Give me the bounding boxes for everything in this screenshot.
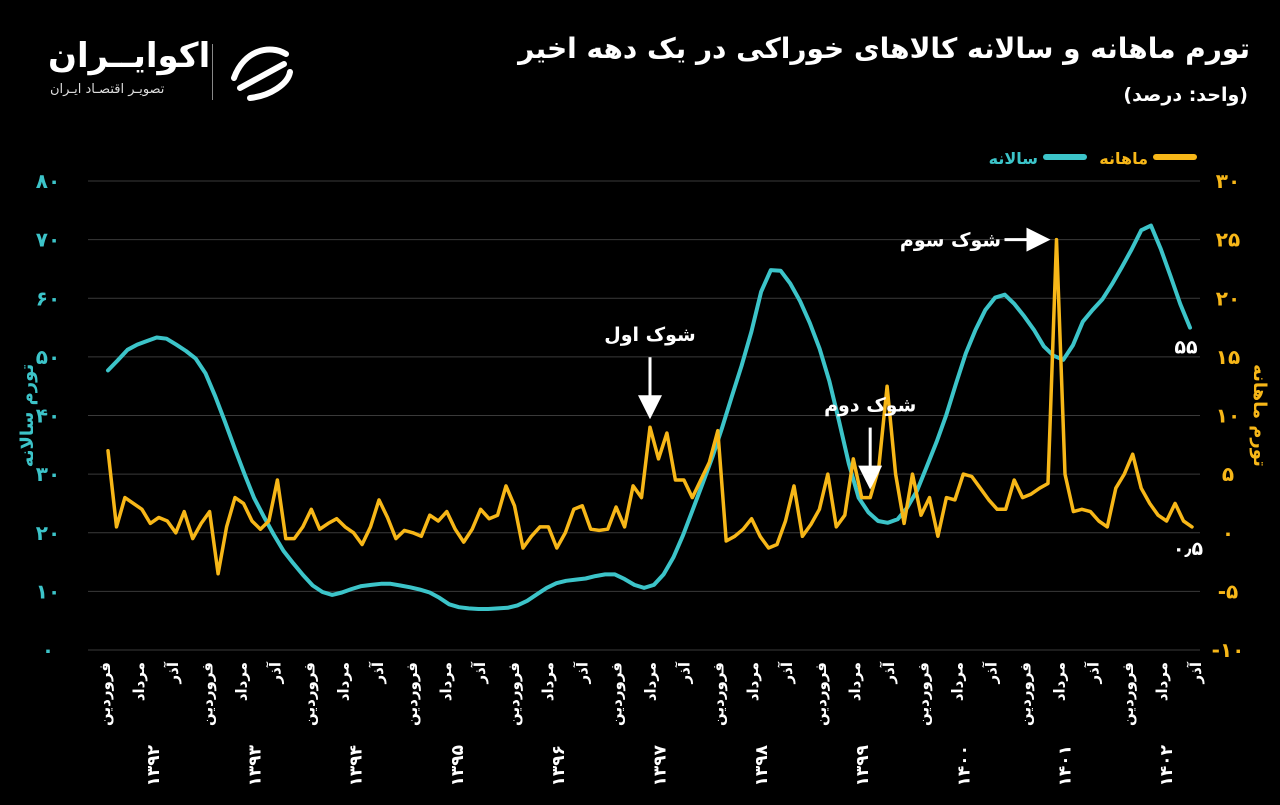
series-layer: ۵۵ ۰٫۵ — [106, 223, 1204, 611]
x-tick-label-month: مرداد — [130, 662, 148, 701]
y-tick-label-left: ۴۰ — [36, 404, 60, 428]
brand-name: اکوایــران — [48, 36, 211, 76]
x-tick-label-month: مرداد — [1051, 662, 1069, 701]
x-axis-labels: فروردین مرداد آذر فروردین مرداد آذر فروردین مرد… — [96, 661, 1205, 786]
y-tick-label-right: ۱۵ — [1216, 345, 1240, 369]
x-tick-label-month: مرداد — [846, 662, 864, 701]
grid-layer — [88, 180, 1200, 651]
y-tick-label-left: ۳۰ — [36, 462, 60, 486]
series-line-monthly — [106, 237, 1194, 576]
x-tick-label-year: ۱۳۹۹ — [853, 744, 873, 786]
legend-swatch-monthly — [1153, 154, 1197, 160]
series-line-annual — [106, 223, 1192, 611]
x-tick-label-month: مرداد — [1153, 662, 1171, 701]
y-tick-label-left: ۰ — [42, 638, 54, 662]
y-tick-label-left: ۷۰ — [36, 228, 60, 252]
x-tick-label-year: ۱۴۰۱ — [1056, 745, 1076, 787]
x-tick-label-year: ۱۳۹۷ — [651, 744, 671, 786]
y-tick-label-right: ۱۰ — [1216, 404, 1240, 428]
x-tick-label-month: فروردین — [1119, 662, 1137, 726]
x-tick-label-month: فروردین — [403, 662, 421, 726]
x-tick-label-year: ۱۳۹۵ — [448, 745, 468, 787]
x-tick-label-month: مرداد — [437, 662, 455, 701]
x-tick-label-year: ۱۳۹۲ — [144, 744, 164, 786]
x-tick-label-month: آذر — [164, 661, 182, 684]
y-tick-label-right: ۵ — [1222, 462, 1234, 486]
chart-unit: (واحد: درصد) — [1123, 84, 1248, 106]
x-tick-label-month: فروردین — [505, 662, 523, 726]
x-tick-label-month: آذر — [778, 661, 796, 684]
x-tick-label-month: مرداد — [232, 662, 250, 701]
annotation-label: شوک سوم — [900, 230, 1001, 252]
annotation-label: شوک اول — [604, 324, 695, 346]
x-tick-label-year: ۱۳۹۴ — [347, 745, 367, 787]
x-tick-label-month: فروردین — [812, 662, 830, 726]
x-tick-label-month: مرداد — [642, 662, 660, 701]
y-tick-label-left: ۶۰ — [36, 286, 60, 310]
x-tick-label-month: فروردین — [301, 662, 319, 726]
x-tick-label-month: آذر — [1187, 661, 1205, 684]
y-tick-label-right: ۰ — [1222, 521, 1234, 545]
legend: ماهانه سالانه — [989, 149, 1197, 168]
x-tick-label-month: آذر — [267, 661, 285, 684]
brand-tagline: تصویـر اقتصـاد ایـران — [50, 82, 165, 97]
legend-swatch-annual — [1043, 154, 1087, 160]
legend-label-annual: سالانه — [989, 149, 1038, 168]
x-tick-label-month: مرداد — [335, 662, 353, 701]
y-tick-label-left: ۱۰ — [36, 579, 60, 603]
end-label-annual: ۵۵ — [1174, 337, 1198, 359]
y-tick-label-left: ۵۰ — [36, 345, 60, 369]
y-tick-label-right: -۵ — [1218, 579, 1239, 603]
x-tick-label-year: ۱۳۹۶ — [549, 745, 569, 787]
y-tick-label-right: ۲۰ — [1216, 286, 1240, 310]
end-label-monthly: ۰٫۵ — [1173, 538, 1204, 560]
x-tick-label-month: فروردین — [607, 662, 625, 726]
brand-logo-icon — [231, 46, 293, 101]
x-tick-label-month: فروردین — [914, 662, 932, 726]
x-tick-label-month: آذر — [676, 661, 694, 684]
annotations: شوک اول شوک دوم شوک سوم — [604, 227, 1051, 490]
annotation-label: شوک دوم — [824, 395, 916, 417]
x-tick-label-year: ۱۴۰۰ — [954, 745, 974, 787]
y-tick-label-right: ۲۵ — [1216, 228, 1240, 252]
axis-right: -۱۰ -۵ ۰ ۵ ۱۰ ۱۵ ۲۰ ۲۵ ۳۰ تورم ماهانه — [1212, 169, 1270, 662]
axis-left: ۰ ۱۰ ۲۰ ۳۰ ۴۰ ۵۰ ۶۰ ۷۰ ۸۰ تورم سالانه — [17, 169, 60, 662]
y-tick-label-left: ۲۰ — [36, 521, 60, 545]
brand-divider — [212, 44, 213, 100]
y-tick-label-left: ۸۰ — [36, 169, 60, 193]
y-axis-title-left: تورم سالانه — [17, 364, 38, 467]
x-tick-label-year: ۱۴۰۲ — [1157, 744, 1177, 786]
x-tick-label-month: فروردین — [710, 662, 728, 726]
x-tick-label-month: آذر — [880, 661, 898, 684]
x-tick-label-month: مرداد — [948, 662, 966, 701]
y-tick-label-right: -۱۰ — [1212, 638, 1245, 662]
x-tick-label-year: ۱۳۹۳ — [245, 744, 265, 786]
y-axis-title-right: تورم ماهانه — [1249, 364, 1270, 467]
y-tick-label-right: ۳۰ — [1216, 169, 1240, 193]
x-tick-label-month: آذر — [1085, 661, 1103, 684]
x-tick-label-year: ۱۳۹۸ — [752, 744, 772, 786]
chart-title: تورم ماهانه و سالانه کالاهای خوراکی در ی… — [518, 32, 1250, 65]
x-tick-label-month: فروردین — [198, 662, 216, 726]
x-tick-label-month: فروردین — [1017, 662, 1035, 726]
x-tick-label-month: فروردین — [96, 662, 114, 726]
x-tick-label-month: آذر — [982, 661, 1000, 684]
x-tick-label-month: آذر — [369, 661, 387, 684]
x-tick-label-month: مرداد — [539, 662, 557, 701]
x-tick-label-month: آذر — [471, 661, 489, 684]
x-tick-label-month: آذر — [573, 661, 591, 684]
legend-label-monthly: ماهانه — [1099, 149, 1148, 168]
x-tick-label-month: مرداد — [744, 662, 762, 701]
